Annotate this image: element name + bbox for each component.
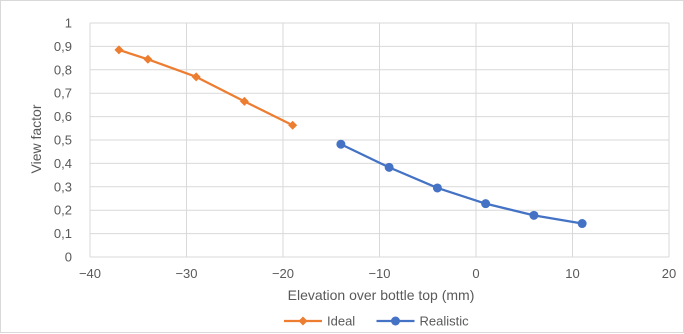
legend-label: Realistic [420,314,470,329]
x-axis-ticks: −40 −30 −20 −10 0 10 20 [79,266,676,281]
x-tick-label: 0 [472,266,479,281]
y-tick-label: 0,5 [54,133,72,148]
data-point [432,183,442,193]
data-point [529,210,539,220]
data-point [114,45,124,55]
series-line [117,48,294,127]
data-point [481,199,491,209]
y-axis-ticks: 0 0,1 0,2 0,3 0,4 0,5 0,6 0,7 0,8 0,9 1 [54,16,72,265]
data-point [577,219,587,229]
x-tick-label: −40 [79,266,101,281]
data-point [191,72,201,82]
legend-item-realistic: Realistic [376,314,470,329]
data-point [239,96,249,106]
series-line [339,143,584,225]
y-tick-label: 0 [65,250,72,265]
y-tick-label: 0,6 [54,109,72,124]
data-point [143,54,153,64]
legend-marker [391,316,400,326]
y-axis-title: View factor [28,104,44,173]
y-tick-label: 0,2 [54,203,72,218]
y-tick-label: 0,4 [54,156,72,171]
legend-item-ideal: Ideal [284,314,355,329]
x-tick-label: 20 [662,266,676,281]
legend: Ideal Realistic [284,314,469,329]
x-axis-title: Elevation over bottle top (mm) [288,287,475,303]
y-tick-label: 0,8 [54,62,72,77]
x-tick-label: −20 [272,266,294,281]
y-tick-label: 1 [65,16,72,31]
x-tick-label: −10 [368,266,390,281]
y-tick-label: 0,3 [54,179,72,194]
y-tick-label: 0,9 [54,39,72,54]
x-tick-label: 10 [565,266,579,281]
series-layer [114,45,587,229]
data-point [336,139,346,149]
series-ideal [114,45,298,130]
legend-marker [298,316,308,326]
data-point [384,162,394,172]
data-point [288,120,298,130]
x-tick-label: −30 [175,266,197,281]
series-realistic [336,139,587,229]
y-tick-label: 0,7 [54,86,72,101]
legend-label: Ideal [327,314,355,329]
y-tick-label: 0,1 [54,226,72,241]
